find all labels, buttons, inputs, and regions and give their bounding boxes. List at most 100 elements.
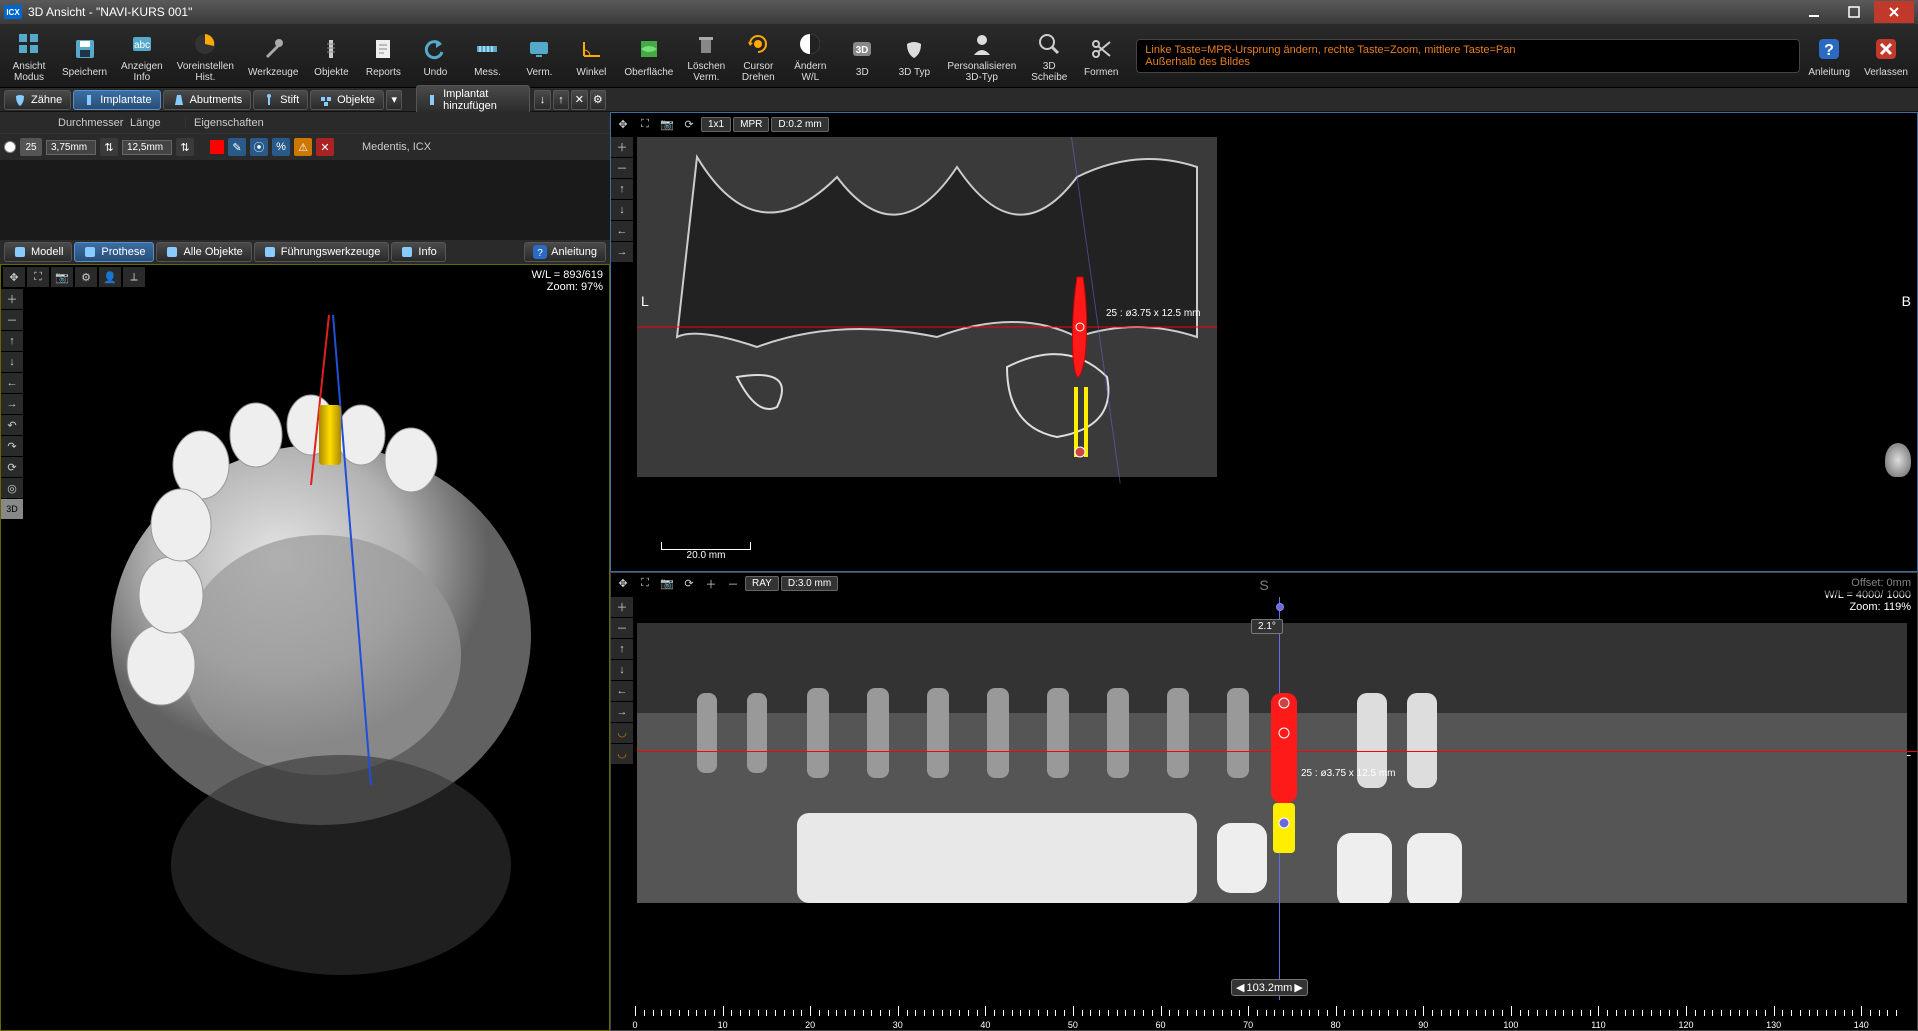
thickness-pill[interactable]: D:0.2 mm	[771, 117, 828, 132]
arrow-left-icon[interactable]: ◀	[1236, 981, 1244, 994]
expand-icon[interactable]: ⛶	[635, 575, 655, 593]
mess-button[interactable]: Mess.	[462, 27, 512, 85]
tab-info[interactable]: Info	[391, 242, 445, 262]
voreinstellen-hist-button[interactable]: VoreinstellenHist.	[171, 27, 240, 85]
speichern-button[interactable]: Speichern	[56, 27, 113, 85]
reload-icon[interactable]: ⟳	[679, 115, 699, 133]
verlassen-button[interactable]: Verlassen	[1858, 27, 1914, 85]
tab-prothese[interactable]: Prothese	[74, 242, 154, 262]
plus-icon[interactable]: ＋	[701, 575, 721, 593]
camera-icon[interactable]: 📷	[657, 115, 677, 133]
zoom-in-icon[interactable]: ＋	[611, 137, 633, 157]
length-input[interactable]	[122, 140, 172, 155]
stepper-icon[interactable]: ⇅	[100, 138, 118, 156]
arrow-down-icon[interactable]: ↓	[611, 200, 633, 220]
tab-implantate[interactable]: Implantate	[73, 90, 160, 110]
cursor-drehen-button[interactable]: CursorDrehen	[733, 27, 783, 85]
dropdown-icon[interactable]: ▾	[386, 90, 402, 110]
implant-row[interactable]: 25 ⇅ ⇅ ✎ ⦿ % ⚠ ✕ Medentis, ICX	[0, 134, 610, 160]
tab-objekte2[interactable]: Objekte	[310, 90, 384, 110]
axis-handle-icon[interactable]	[1276, 603, 1284, 611]
down-icon[interactable]: ↓	[534, 90, 550, 110]
settings-icon[interactable]: ⚙	[75, 267, 97, 287]
row-radio[interactable]	[4, 141, 16, 153]
target-icon[interactable]: ◎	[1, 478, 23, 498]
layout-pill[interactable]: 1x1	[701, 117, 731, 132]
tool-icon[interactable]: ✎	[228, 138, 246, 156]
reports-button[interactable]: Reports	[358, 27, 408, 85]
thickness-pill[interactable]: D:3.0 mm	[781, 576, 838, 591]
tab-zaehne[interactable]: Zähne	[4, 90, 71, 110]
loeschen-verm-button[interactable]: LöschenVerm.	[681, 27, 731, 85]
arch-icon[interactable]: ◡	[611, 723, 633, 743]
anleitung-button[interactable]: ?Anleitung	[1802, 27, 1856, 85]
zoom-in-icon[interactable]: ＋	[611, 597, 633, 617]
zoom-out-icon[interactable]: －	[611, 618, 633, 638]
head-icon[interactable]: 👤	[99, 267, 121, 287]
move-icon[interactable]: ✥	[3, 267, 25, 287]
3d-button[interactable]: 3D3D	[837, 27, 887, 85]
tool-icon[interactable]: ⦿	[250, 138, 268, 156]
minus-icon[interactable]: －	[723, 575, 743, 593]
delete-icon[interactable]: ✕	[316, 138, 334, 156]
arrow-right-icon[interactable]: →	[611, 702, 633, 722]
3d-scheibe-button[interactable]: 3DScheibe	[1024, 27, 1074, 85]
zoom-in-icon[interactable]: ＋	[1, 289, 23, 309]
anzeigen-info-button[interactable]: abcAnzeigenInfo	[115, 27, 169, 85]
arrow-left-icon[interactable]: ←	[611, 221, 633, 241]
up-icon[interactable]: ↑	[553, 90, 569, 110]
implant-icon[interactable]: ⟂	[123, 267, 145, 287]
tab-stift[interactable]: Stift	[253, 90, 308, 110]
arrow-right-icon[interactable]: ▶	[1294, 981, 1302, 994]
verm-button[interactable]: Verm.	[514, 27, 564, 85]
rotate-cw-icon[interactable]: ↷	[1, 436, 23, 456]
zoom-out-icon[interactable]: －	[1, 310, 23, 330]
reload-icon[interactable]: ⟳	[679, 575, 699, 593]
mode-pill[interactable]: MPR	[733, 117, 769, 132]
move-icon[interactable]: ✥	[613, 115, 633, 133]
tab-abutments[interactable]: Abutments	[163, 90, 252, 110]
formen-button[interactable]: Formen	[1076, 27, 1126, 85]
mode-pill[interactable]: RAY	[745, 576, 779, 591]
arrow-right-icon[interactable]: →	[1, 394, 23, 414]
arrow-right-icon[interactable]: →	[611, 242, 633, 262]
expand-icon[interactable]: ⛶	[27, 267, 49, 287]
aendern-wl-button[interactable]: ÄndernW/L	[785, 27, 835, 85]
oberflaeche-button[interactable]: Oberfläche	[618, 27, 679, 85]
add-implant-button[interactable]: Implantat hinzufügen	[416, 85, 530, 115]
settings-icon[interactable]: ⚙	[590, 90, 606, 110]
3d-typ-button[interactable]: 3D Typ	[889, 27, 939, 85]
werkzeuge-button[interactable]: Werkzeuge	[242, 27, 304, 85]
viewport-mpr[interactable]: ✥ ⛶ 📷 ⟳ 1x1 MPR D:0.2 mm ＋ － ↑ ↓ ← →	[610, 112, 1918, 572]
arrow-up-icon[interactable]: ↑	[1, 331, 23, 351]
arrow-up-icon[interactable]: ↑	[611, 639, 633, 659]
personalisieren-3d-typ-button[interactable]: Personalisieren3D-Typ	[941, 27, 1022, 85]
arch-icon[interactable]: ◡	[611, 744, 633, 764]
arrow-up-icon[interactable]: ↑	[611, 179, 633, 199]
minimize-button[interactable]	[1794, 1, 1834, 23]
tab-modell[interactable]: Modell	[4, 242, 72, 262]
expand-icon[interactable]: ⛶	[635, 115, 655, 133]
tab-fuehrungswerkzeuge[interactable]: Führungswerkzeuge	[254, 242, 390, 262]
ansicht-modus-button[interactable]: AnsichtModus	[4, 27, 54, 85]
stepper-icon[interactable]: ⇅	[176, 138, 194, 156]
diameter-input[interactable]	[46, 140, 96, 155]
camera-icon[interactable]: 📷	[657, 575, 677, 593]
viewport-3d[interactable]: ✥ ⛶ 📷 ⚙ 👤 ⟂ ＋ － ↑ ↓ ← → ↶ ↷ ⟳ ◎ 3D	[0, 264, 610, 1031]
tool-icon[interactable]: ⚠	[294, 138, 312, 156]
arrow-down-icon[interactable]: ↓	[611, 660, 633, 680]
anleitung-button[interactable]: ?Anleitung	[524, 242, 606, 262]
move-icon[interactable]: ✥	[613, 575, 633, 593]
tab-alle-objekte[interactable]: Alle Objekte	[156, 242, 251, 262]
color-swatch[interactable]	[210, 140, 224, 154]
position-indicator[interactable]: ◀ 103.2mm ▶	[1231, 979, 1308, 996]
objekte-button[interactable]: Objekte	[306, 27, 356, 85]
close-button[interactable]	[1874, 1, 1914, 23]
camera-icon[interactable]: 📷	[51, 267, 73, 287]
rotate-ccw-icon[interactable]: ↶	[1, 415, 23, 435]
arrow-left-icon[interactable]: ←	[611, 681, 633, 701]
3d-label-icon[interactable]: 3D	[1, 499, 23, 519]
close-icon[interactable]: ✕	[571, 90, 587, 110]
winkel-button[interactable]: Winkel	[566, 27, 616, 85]
reload-icon[interactable]: ⟳	[1, 457, 23, 477]
